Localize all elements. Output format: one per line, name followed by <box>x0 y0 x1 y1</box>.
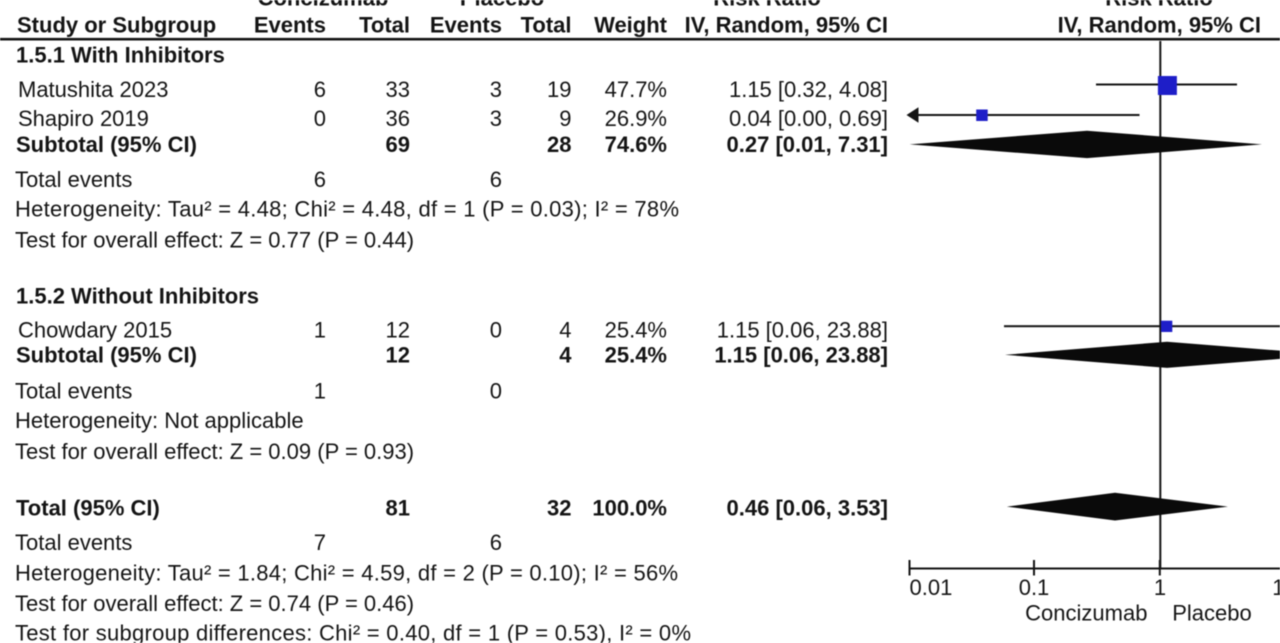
svg-text:Test for overall effect: Z = 0: Test for overall effect: Z = 0.77 (P = 0… <box>15 228 414 253</box>
svg-text:0.1: 0.1 <box>1019 575 1050 600</box>
svg-text:1: 1 <box>314 318 326 343</box>
svg-text:Total (95% CI): Total (95% CI) <box>16 495 160 520</box>
svg-text:74.6%: 74.6% <box>605 132 667 157</box>
svg-text:Subtotal (95% CI): Subtotal (95% CI) <box>16 132 197 157</box>
svg-text:32: 32 <box>547 495 571 520</box>
svg-text:Total events: Total events <box>15 378 132 403</box>
svg-text:69: 69 <box>386 132 410 157</box>
svg-text:0.01: 0.01 <box>910 575 953 600</box>
svg-text:12: 12 <box>386 318 410 343</box>
svg-text:Test for overall effect: Z = 0: Test for overall effect: Z = 0.74 (P = 0… <box>15 591 414 616</box>
svg-text:Total events: Total events <box>15 167 132 192</box>
svg-text:1.15 [0.06, 23.88]: 1.15 [0.06, 23.88] <box>717 318 888 343</box>
svg-text:1: 1 <box>1154 575 1166 600</box>
svg-text:28: 28 <box>547 132 571 157</box>
svg-text:25.4%: 25.4% <box>605 318 667 343</box>
svg-text:Events: Events <box>430 13 502 38</box>
svg-text:6: 6 <box>490 167 502 192</box>
svg-text:0: 0 <box>314 106 326 131</box>
svg-text:12: 12 <box>386 342 410 367</box>
svg-text:Risk Ratio: Risk Ratio <box>1105 0 1213 11</box>
svg-text:Heterogeneity: Tau² = 1.84; Ch: Heterogeneity: Tau² = 1.84; Chi² = 4.59,… <box>15 560 678 585</box>
svg-text:Test for subgroup differences:: Test for subgroup differences: Chi² = 0.… <box>15 620 691 643</box>
svg-text:3: 3 <box>490 106 502 131</box>
svg-text:0.27 [0.01, 7.31]: 0.27 [0.01, 7.31] <box>727 132 888 157</box>
svg-text:Heterogeneity: Not applicable: Heterogeneity: Not applicable <box>15 408 304 433</box>
svg-text:Concizumab: Concizumab <box>258 0 389 11</box>
svg-text:1.5.1 With Inhibitors: 1.5.1 With Inhibitors <box>16 42 225 67</box>
svg-text:Events: Events <box>254 13 326 38</box>
svg-text:47.7%: 47.7% <box>605 77 667 102</box>
svg-text:Chowdary 2015: Chowdary 2015 <box>18 318 172 343</box>
svg-text:Total: Total <box>359 13 410 38</box>
svg-text:1.15 [0.06, 23.88]: 1.15 [0.06, 23.88] <box>714 342 888 367</box>
svg-text:0.46 [0.06, 3.53]: 0.46 [0.06, 3.53] <box>727 495 888 520</box>
svg-text:6: 6 <box>490 530 502 555</box>
svg-text:3: 3 <box>490 77 502 102</box>
svg-text:4: 4 <box>559 342 572 367</box>
svg-text:Shapiro 2019: Shapiro 2019 <box>18 106 149 131</box>
svg-text:7: 7 <box>314 530 326 555</box>
svg-text:Concizumab: Concizumab <box>1025 601 1147 626</box>
svg-text:Matushita 2023: Matushita 2023 <box>18 77 168 102</box>
svg-text:0: 0 <box>490 378 502 403</box>
svg-text:9: 9 <box>559 106 571 131</box>
svg-text:0.04 [0.00, 0.69]: 0.04 [0.00, 0.69] <box>729 106 888 131</box>
svg-text:19: 19 <box>547 77 571 102</box>
svg-text:81: 81 <box>386 495 410 520</box>
svg-text:26.9%: 26.9% <box>605 106 667 131</box>
svg-text:33: 33 <box>386 77 410 102</box>
svg-text:0: 0 <box>490 318 502 343</box>
svg-text:6: 6 <box>314 167 326 192</box>
svg-text:10: 10 <box>1272 575 1280 600</box>
svg-text:Subtotal (95% CI): Subtotal (95% CI) <box>16 342 197 367</box>
svg-text:IV, Random, 95% CI: IV, Random, 95% CI <box>1058 13 1261 38</box>
svg-text:Test for overall effect: Z = 0: Test for overall effect: Z = 0.09 (P = 0… <box>15 439 414 464</box>
svg-text:1.5.2 Without Inhibitors: 1.5.2 Without Inhibitors <box>16 284 259 309</box>
svg-text:Study or Subgroup: Study or Subgroup <box>17 13 216 38</box>
svg-text:Total events: Total events <box>15 530 132 555</box>
svg-text:36: 36 <box>386 106 410 131</box>
svg-text:IV, Random, 95% CI: IV, Random, 95% CI <box>685 13 888 38</box>
svg-text:1: 1 <box>314 378 326 403</box>
svg-text:Risk Ratio: Risk Ratio <box>713 0 821 11</box>
svg-text:100.0%: 100.0% <box>592 495 667 520</box>
svg-text:4: 4 <box>559 318 571 343</box>
svg-text:6: 6 <box>314 77 326 102</box>
svg-text:Total: Total <box>521 13 572 38</box>
svg-text:Placebo: Placebo <box>1172 601 1252 626</box>
svg-text:1.15 [0.32, 4.08]: 1.15 [0.32, 4.08] <box>729 77 888 102</box>
svg-text:Weight: Weight <box>594 13 668 38</box>
svg-text:Placebo: Placebo <box>460 0 544 11</box>
svg-text:25.4%: 25.4% <box>605 342 667 367</box>
svg-text:Heterogeneity: Tau² = 4.48; Ch: Heterogeneity: Tau² = 4.48; Chi² = 4.48,… <box>15 197 679 222</box>
